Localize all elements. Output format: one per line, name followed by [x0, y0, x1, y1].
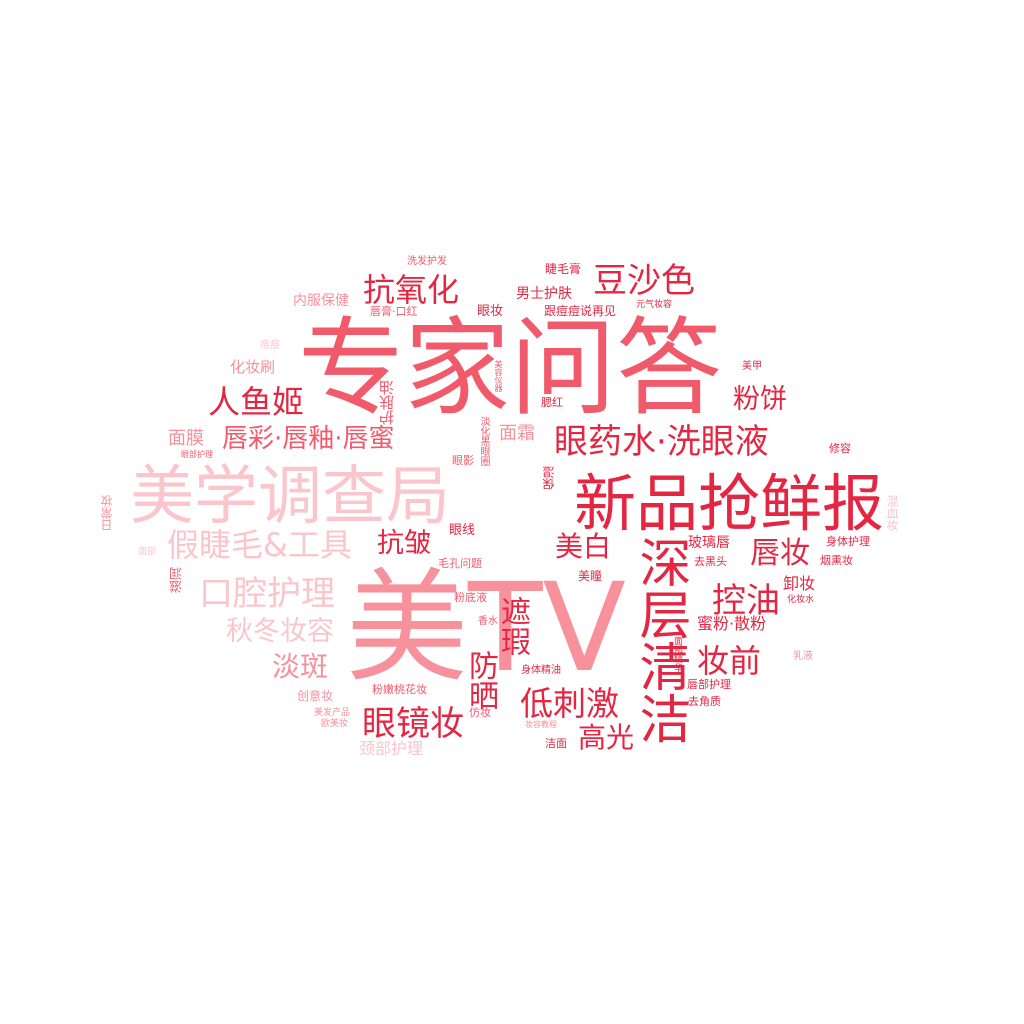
word: 秋冬妆容	[226, 616, 334, 647]
word: 眼药水·洗眼液	[554, 422, 769, 462]
word: 卸妆	[783, 574, 816, 593]
word: 淡化黑眼圈	[478, 416, 489, 466]
word: 男士护肤	[516, 286, 572, 302]
word: 美发产品	[314, 708, 351, 718]
word: 滋润	[170, 567, 185, 593]
word: 淡斑	[272, 650, 329, 683]
word: 口腔护理	[199, 574, 335, 614]
word: 化妆刷	[230, 358, 276, 376]
word: 遮瑕	[495, 596, 530, 656]
word: 粉嫩桃花妆	[372, 683, 427, 696]
word: 眼妆	[477, 304, 504, 319]
word: 洗发护发	[407, 256, 447, 267]
word: 唇部护理	[687, 678, 731, 691]
word: 唇妆	[750, 536, 810, 571]
word: 面霜	[499, 423, 535, 444]
word: 粉饼	[733, 384, 787, 415]
word: 烟熏妆	[820, 554, 853, 567]
word: 护肤油	[378, 380, 396, 425]
word: 低刺激	[520, 684, 619, 723]
word: 元气妆容	[636, 300, 673, 310]
word: 跟痘痘说再见	[544, 304, 617, 318]
word: 创意妆	[297, 689, 334, 703]
word: 抗氧化	[363, 271, 460, 309]
word: 唇膏·口红	[370, 305, 418, 318]
word: 人鱼姬	[208, 383, 305, 421]
word: 豆沙色	[593, 261, 695, 301]
word: 美甲	[742, 361, 762, 372]
word: 仿妆	[469, 706, 491, 719]
word: 玻璃唇	[688, 535, 730, 551]
word: 睫毛膏	[545, 262, 582, 276]
word: 保湿	[542, 466, 556, 490]
word: 假睫毛&工具	[167, 526, 352, 564]
word: 眼影	[452, 454, 474, 467]
word: 美TV	[346, 557, 626, 699]
word: 蜜粉·散粉	[697, 614, 767, 633]
word: 修容	[829, 442, 851, 455]
word: 面部	[138, 547, 157, 557]
word: 控油	[712, 581, 780, 621]
word: 日常妆	[100, 495, 114, 531]
word: 美学调查局	[130, 460, 450, 534]
word: 美白	[555, 530, 612, 563]
word: 内服保健	[293, 293, 349, 309]
word: 抗皱	[377, 528, 431, 559]
word: 粉底液	[454, 591, 487, 604]
word: 痘痘	[260, 340, 280, 351]
word: 去黑头	[694, 555, 727, 568]
word: 新品抢鲜报	[574, 467, 885, 540]
word: 防晒	[463, 650, 498, 710]
word: 深层清洁	[630, 536, 690, 744]
word: 身体精油	[521, 665, 561, 676]
word: 眼线	[449, 523, 476, 538]
word: 混血妆	[885, 495, 899, 531]
word: 眼部护理	[181, 450, 213, 459]
word: 美容仪器	[494, 360, 503, 392]
word: 眼镜妆	[362, 704, 464, 744]
word: 去角质	[688, 695, 721, 708]
word: 洁面	[545, 737, 567, 750]
word: 妆容教程	[525, 720, 557, 729]
word: 面部精华	[672, 636, 682, 672]
word: 化妆水	[787, 595, 815, 605]
word: 乳液	[793, 651, 813, 662]
word: 毛孔问题	[438, 557, 482, 570]
word: 香水	[478, 616, 498, 627]
word: 面膜	[168, 428, 204, 449]
word: 身体护理	[826, 535, 870, 548]
word: 欧美妆	[321, 719, 349, 729]
word: 妆前	[697, 642, 762, 680]
word: 腮红	[541, 396, 563, 409]
word: 唇彩·唇釉·唇蜜	[222, 424, 395, 454]
word: 美瞳	[578, 569, 603, 583]
word: 专家问答	[298, 307, 722, 430]
word: 高光	[578, 721, 635, 754]
word: 颈部护理	[359, 739, 424, 758]
